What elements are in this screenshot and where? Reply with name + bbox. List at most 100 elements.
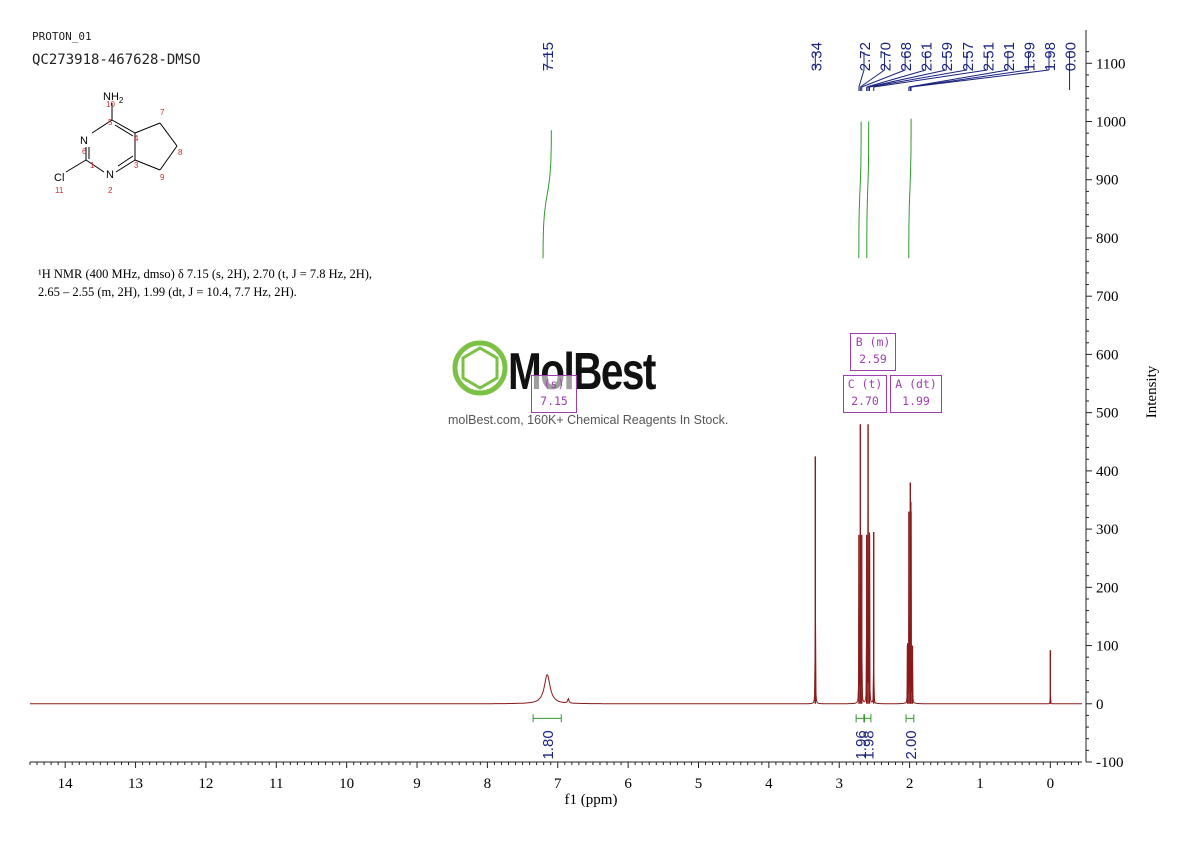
- peak-label: 2.70: [878, 42, 895, 71]
- peak-label: 2.57: [960, 42, 977, 71]
- peak-label: 2.72: [857, 42, 874, 71]
- x-tick-label: 7: [554, 776, 562, 792]
- x-tick-label: 8: [484, 776, 492, 792]
- n6-label: N: [80, 135, 88, 147]
- y-tick-label: 600: [1096, 347, 1119, 363]
- peak-label: 0.00: [1063, 42, 1080, 71]
- peak-label-leader: [869, 69, 967, 88]
- integral-value: 1.96: [853, 730, 870, 759]
- y-tick-label: 200: [1096, 580, 1119, 596]
- spectrum-line: [30, 490, 1082, 705]
- integral-value: 1.98: [861, 730, 878, 759]
- peak-label: 2.61: [919, 42, 936, 71]
- y-tick-label: 800: [1096, 231, 1119, 247]
- multiplet-box-b: B (m) 2.59: [850, 333, 896, 371]
- multiplet-box-s: (s) 7.15: [531, 375, 577, 413]
- x-tick-label: 0: [1047, 776, 1055, 792]
- nmr-description-line-1: ¹H NMR (400 MHz, dmso) δ 7.15 (s, 2H), 2…: [38, 267, 373, 281]
- y-tick-label: 400: [1096, 464, 1119, 480]
- atom-number: 2: [108, 186, 113, 195]
- atom-number: 11: [55, 186, 64, 195]
- multiplet-shift: 2.70: [851, 394, 879, 408]
- y-tick-label: 1000: [1096, 115, 1126, 131]
- multiplet-label: (s): [543, 377, 565, 391]
- y-tick-label: 0: [1096, 697, 1104, 713]
- y-tick-label: 300: [1096, 522, 1119, 538]
- x-axis-label: f1 (ppm): [565, 792, 618, 808]
- atom-number: 10: [106, 100, 115, 109]
- sample-id: PROTON_01: [32, 30, 92, 43]
- y-tick-label: -100: [1096, 755, 1124, 771]
- peak-label: 1.98: [1042, 42, 1059, 71]
- peak-label-leader: [861, 69, 906, 88]
- peak-label: 2.01: [1001, 42, 1018, 71]
- cl-label: Cl: [54, 172, 64, 184]
- y-tick-label: 100: [1096, 639, 1119, 655]
- x-tick-label: 6: [624, 776, 632, 792]
- multiplet-label: B (m): [855, 335, 891, 349]
- peak-label: 7.15: [540, 42, 557, 71]
- atom-number: 5: [108, 118, 113, 127]
- x-tick-label: 2: [906, 776, 914, 792]
- integral-curve: [542, 130, 552, 259]
- peak-label-leader: [860, 69, 885, 88]
- multiplet-box-c: C (t) 2.70: [843, 375, 887, 413]
- atom-number: 3: [134, 161, 139, 170]
- multiplet-label: C (t): [847, 377, 883, 391]
- integral-value: 1.80: [540, 730, 557, 759]
- x-tick-label: 11: [269, 776, 283, 792]
- y-tick-label: 500: [1096, 406, 1119, 422]
- x-tick-label: 10: [339, 776, 354, 792]
- peak-label: 1.99: [1021, 42, 1038, 71]
- peak-label-leader: [858, 69, 865, 88]
- x-tick-label: 14: [58, 776, 74, 792]
- peak-label: 2.59: [939, 42, 956, 71]
- x-tick-label: 1: [976, 776, 984, 792]
- peak-label-leader: [910, 69, 1050, 88]
- peak-label-leader: [867, 69, 947, 88]
- peak-label-leader: [873, 69, 988, 88]
- integral-layer: 1.80 1.961.98 2.00: [532, 118, 920, 760]
- spectrum-layer: [30, 424, 1082, 705]
- multiplet-shift: 2.59: [859, 352, 887, 366]
- atom-number: 1: [90, 161, 95, 170]
- peak-label: 3.34: [808, 42, 825, 71]
- peak-label: 2.51: [980, 42, 997, 71]
- nh2-label: NH2: [103, 91, 124, 105]
- atom-number: 8: [178, 148, 183, 157]
- integral-curve: [866, 121, 870, 259]
- nmr-description-line-2: 2.65 – 2.55 (m, 2H), 1.99 (dt, J = 10.4,…: [38, 285, 297, 299]
- peak-label-layer: 7.15 3.34 2.72 2.70 2.68 2.61 2.59 2.57 2.51 2.01…: [540, 42, 1080, 91]
- multiplet-label: A (dt): [895, 377, 937, 391]
- peak-label-leader: [866, 69, 926, 88]
- x-tick-label: 9: [413, 776, 421, 792]
- atom-number: 6: [82, 147, 87, 156]
- y-tick-label: 900: [1096, 173, 1119, 189]
- integral-curve: [858, 121, 862, 259]
- axes: 14 13 12 11 10 9 8 7 6 5 4 3 2 1 0f1 (ppm)110010009008…: [29, 30, 1160, 808]
- peak-label: 2.68: [898, 42, 915, 71]
- multiplet-shift: 7.15: [540, 394, 568, 408]
- integral-value: 2.00: [903, 730, 920, 759]
- atom-number: 9: [160, 173, 165, 182]
- integral-curve: [908, 118, 912, 259]
- y-tick-label: 1100: [1096, 56, 1125, 72]
- y-tick-label: 700: [1096, 289, 1119, 305]
- x-tick-label: 3: [835, 776, 843, 792]
- n2-label: N: [106, 169, 114, 181]
- multiplet-box-a: A (dt) 1.99: [890, 375, 942, 413]
- peak-label-leader: [908, 69, 1008, 88]
- sample-code: QC273918-467628-DMSO: [32, 52, 201, 68]
- y-axis-label: Intensity: [1144, 365, 1160, 418]
- molbest-logo-icon: [452, 340, 508, 396]
- x-tick-label: 12: [198, 776, 213, 792]
- multiplet-shift: 1.99: [902, 394, 930, 408]
- x-tick-label: 5: [695, 776, 703, 792]
- watermark-tagline: molBest.com, 160K+ Chemical Reagents In …: [448, 413, 729, 427]
- molecule-structure: [65, 103, 178, 173]
- x-tick-label: 4: [765, 776, 773, 792]
- atom-number: 4: [134, 134, 139, 143]
- atom-number: 7: [160, 108, 165, 117]
- x-tick-label: 13: [128, 776, 143, 792]
